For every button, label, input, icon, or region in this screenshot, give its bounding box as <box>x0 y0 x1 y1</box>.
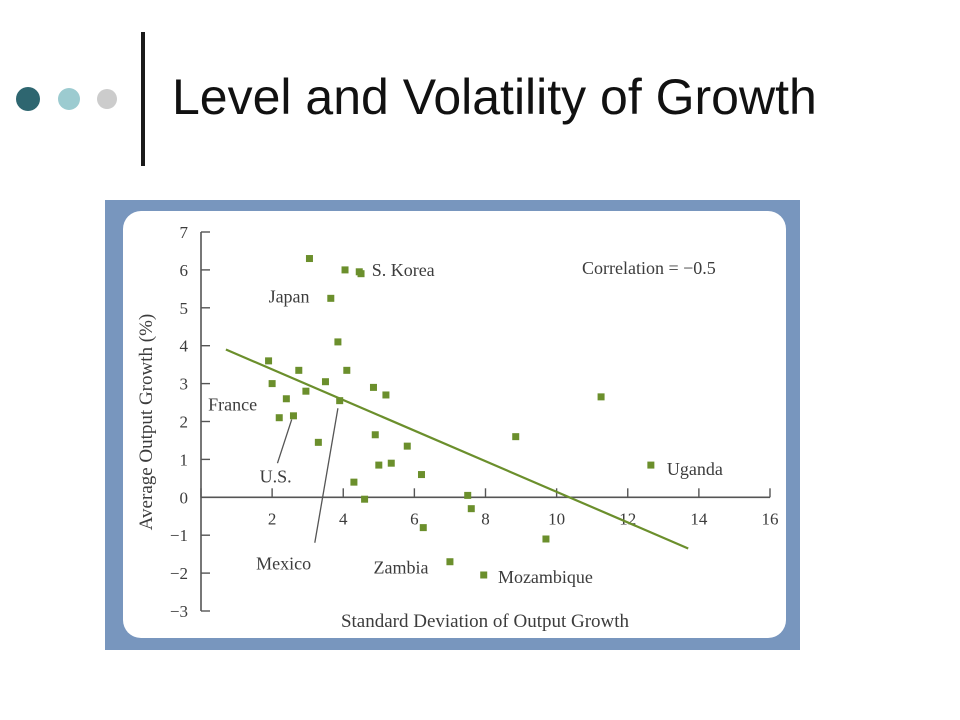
slide-title: Level and Volatility of Growth <box>172 69 817 125</box>
data-point <box>382 391 390 399</box>
y-tick-label: 4 <box>180 337 189 356</box>
country-label: Mexico <box>256 554 311 574</box>
country-label: Zambia <box>373 557 428 577</box>
data-point <box>467 505 475 513</box>
y-tick-label: 1 <box>180 450 189 469</box>
data-point <box>361 495 369 503</box>
trendline-group <box>225 348 689 550</box>
data-point <box>387 459 395 467</box>
bullet-dot-dark <box>16 87 40 111</box>
data-point <box>268 380 276 388</box>
bullet-dot-light <box>58 88 80 110</box>
data-point <box>512 433 520 441</box>
data-point <box>446 558 454 566</box>
data-point <box>542 535 550 543</box>
chart-panel <box>123 211 786 638</box>
y-tick-label: −3 <box>170 602 188 621</box>
x-tick-label: 2 <box>268 509 277 528</box>
y-tick-label: −2 <box>170 564 188 583</box>
data-point <box>321 378 329 386</box>
country-label: U.S. <box>260 466 292 486</box>
labels-group: S. Korea Japan France U.S. Mexico Zambia Mozam… <box>208 260 723 587</box>
data-point <box>343 366 351 374</box>
x-tick-label: 14 <box>690 509 708 528</box>
data-point <box>350 478 358 486</box>
data-point <box>275 414 283 422</box>
data-point <box>369 383 377 391</box>
country-label: Japan <box>269 286 310 306</box>
leader-line <box>314 408 339 543</box>
data-point <box>336 397 344 405</box>
data-point <box>371 431 379 439</box>
correlation-annotation: Correlation = −0.5 <box>582 258 716 278</box>
data-point <box>305 255 313 263</box>
data-point <box>265 357 273 365</box>
data-point <box>464 491 472 499</box>
x-tick-label: 4 <box>339 509 348 528</box>
data-point <box>289 412 297 420</box>
data-point <box>314 438 322 446</box>
bullet-dot-gray <box>97 89 117 109</box>
country-label: Uganda <box>667 459 723 479</box>
data-point <box>302 387 310 395</box>
x-axis-label: Standard Deviation of Output Growth <box>341 611 630 632</box>
x-tick-label: 16 <box>762 509 779 528</box>
data-point <box>375 461 383 469</box>
data-point <box>341 266 349 274</box>
y-tick-label: 3 <box>180 375 189 394</box>
data-point <box>647 461 655 469</box>
country-label: France <box>208 394 257 414</box>
y-tick-label: 5 <box>180 299 189 318</box>
title-divider-bar <box>141 32 145 166</box>
y-axis-label: Average Output Growth (%) <box>136 314 157 531</box>
y-tick-label: −1 <box>170 526 188 545</box>
data-point <box>419 524 427 532</box>
x-tick-label: 6 <box>410 509 419 528</box>
x-tick-label: 8 <box>481 509 490 528</box>
data-point <box>417 471 425 479</box>
leader-line <box>276 419 293 464</box>
data-point <box>295 366 303 374</box>
y-tick-label: 0 <box>180 488 189 507</box>
y-tick-label: 6 <box>180 261 189 280</box>
data-point <box>282 395 290 403</box>
data-point <box>480 571 488 579</box>
country-label: S. Korea <box>372 260 435 280</box>
data-point <box>334 338 342 346</box>
points-group <box>265 255 655 579</box>
y-tick-label: 7 <box>180 223 189 242</box>
y-tick-label: 2 <box>180 413 189 432</box>
data-point <box>597 393 605 401</box>
country-label: Mozambique <box>498 567 593 587</box>
data-point <box>327 294 335 302</box>
trendline <box>225 348 689 550</box>
data-point <box>357 270 365 278</box>
x-tick-label: 10 <box>548 509 565 528</box>
data-point <box>403 442 411 450</box>
